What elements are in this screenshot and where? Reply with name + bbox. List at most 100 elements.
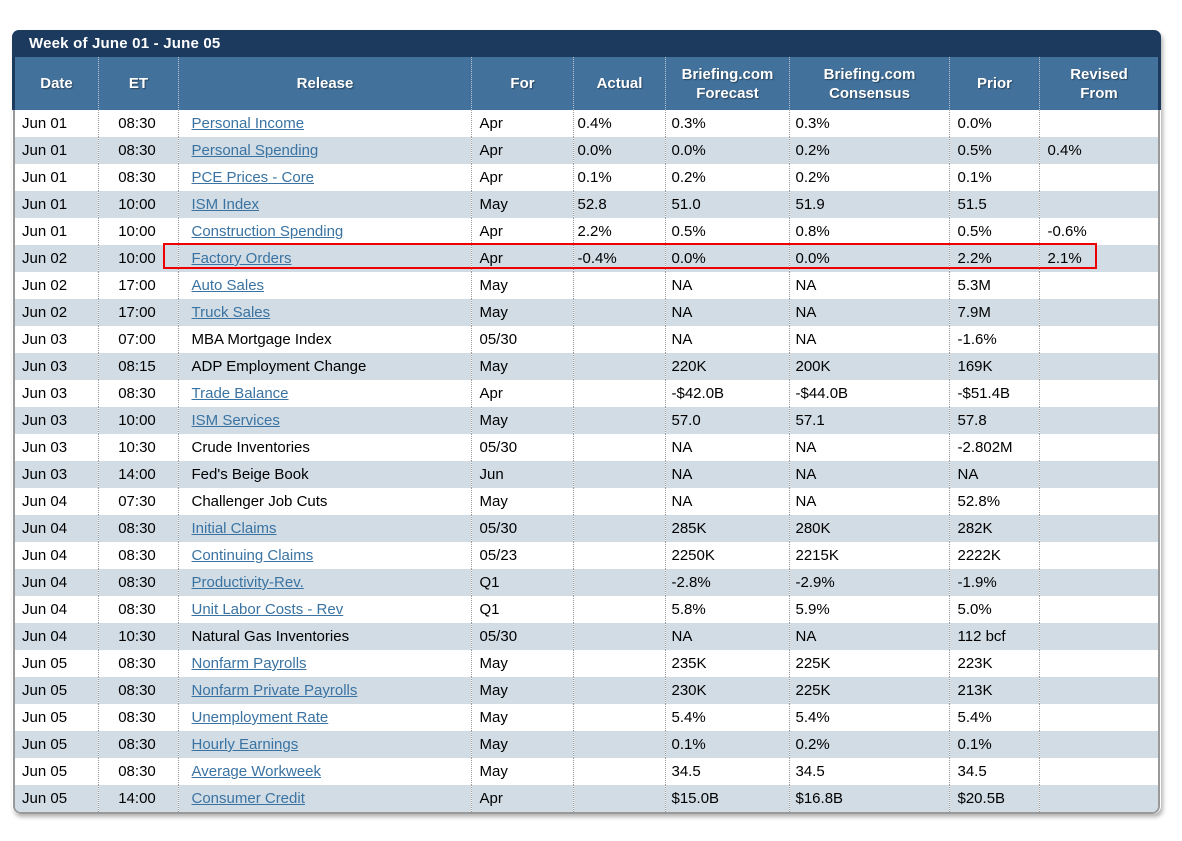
cell-date: Jun 04	[22, 520, 68, 537]
cell-release: Average Workweek	[177, 758, 471, 785]
release-link[interactable]: Auto Sales	[191, 277, 265, 294]
cell-release: Unit Labor Costs - Rev	[177, 596, 471, 623]
release-link[interactable]: ISM Index	[191, 196, 260, 213]
cell-consensus: $16.8B	[788, 785, 949, 812]
cell-release: Fed's Beige Book	[177, 461, 471, 488]
table-row: Jun 01 08:30 Personal Income Apr 0.4% 0.3% 0.3…	[15, 110, 1158, 137]
release-link[interactable]: PCE Prices - Core	[191, 169, 315, 186]
cell-for: Q1	[470, 569, 573, 596]
cell-forecast: NA	[664, 461, 789, 488]
release-link[interactable]: Personal Income	[191, 115, 305, 132]
table-row: Jun 03 14:00 Fed's Beige Book Jun NA NA NA	[15, 461, 1158, 488]
release-link[interactable]: Initial Claims	[191, 520, 277, 537]
cell-actual	[572, 434, 665, 461]
release-link[interactable]: Unemployment Rate	[191, 709, 329, 726]
cell-revised	[1038, 434, 1158, 461]
cell-for: May	[470, 488, 573, 515]
cell-for: 05/23	[470, 542, 573, 569]
table-row: Jun 01 08:30 PCE Prices - Core Apr 0.1% 0.2% 0…	[15, 164, 1158, 191]
cell-for: Apr	[470, 785, 573, 812]
cell-revised	[1038, 542, 1158, 569]
cell-forecast: 5.8%	[664, 596, 789, 623]
cell-actual	[572, 569, 665, 596]
cell-prior: 52.8%	[948, 488, 1039, 515]
release-link[interactable]: Truck Sales	[191, 304, 271, 321]
release-link[interactable]: Nonfarm Payrolls	[191, 655, 307, 672]
cell-for: Apr	[470, 380, 573, 407]
cell-consensus: 0.2%	[788, 731, 949, 758]
cell-release: Personal Income	[177, 110, 471, 137]
cell-consensus: 0.0%	[788, 245, 949, 272]
cell-prior: -1.6%	[948, 326, 1039, 353]
cell-date: Jun 01	[22, 115, 68, 132]
cell-et: 08:30	[97, 569, 178, 596]
release-link[interactable]: Average Workweek	[191, 763, 322, 780]
cell-prior: 0.5%	[948, 218, 1039, 245]
cell-forecast: 0.1%	[664, 731, 789, 758]
column-header-date: Date	[40, 75, 73, 92]
release-link[interactable]: Personal Spending	[191, 142, 319, 159]
cell-et: 08:30	[97, 596, 178, 623]
cell-revised	[1038, 299, 1158, 326]
release-link[interactable]: Trade Balance	[191, 385, 289, 402]
cell-for: May	[470, 272, 573, 299]
cell-revised	[1038, 461, 1158, 488]
cell-actual	[572, 677, 665, 704]
cell-actual	[572, 650, 665, 677]
cell-for: Q1	[470, 596, 573, 623]
cell-for: May	[470, 191, 573, 218]
release-link[interactable]: Continuing Claims	[191, 547, 314, 564]
cell-et: 07:30	[97, 488, 178, 515]
calendar-body: Jun 01 08:30 Personal Income Apr 0.4% 0.3% 0.3…	[13, 110, 1160, 814]
release-link[interactable]: ISM Services	[191, 412, 280, 429]
cell-actual	[572, 623, 665, 650]
table-row: Jun 04 08:30 Productivity-Rev. Q1 -2.8% -2.9%…	[15, 569, 1158, 596]
cell-release: MBA Mortgage Index	[177, 326, 471, 353]
release-link[interactable]: Nonfarm Private Payrolls	[191, 682, 358, 699]
cell-consensus: 5.9%	[788, 596, 949, 623]
cell-date: Jun 01	[22, 223, 68, 240]
cell-actual	[572, 380, 665, 407]
release-link[interactable]: Unit Labor Costs - Rev	[191, 601, 344, 618]
cell-actual: -0.4%	[572, 245, 665, 272]
cell-consensus: -2.9%	[788, 569, 949, 596]
cell-date: Jun 03	[22, 385, 68, 402]
cell-revised	[1038, 353, 1158, 380]
cell-actual: 2.2%	[572, 218, 665, 245]
cell-revised	[1038, 731, 1158, 758]
release-link[interactable]: Productivity-Rev.	[191, 574, 304, 591]
release-link[interactable]: Factory Orders	[191, 250, 292, 267]
cell-release: ADP Employment Change	[177, 353, 471, 380]
cell-for: May	[470, 353, 573, 380]
column-header-consensus: Briefing.com Consensus	[789, 57, 949, 110]
release-link[interactable]: Construction Spending	[191, 223, 344, 240]
cell-revised: 0.4%	[1038, 137, 1158, 164]
cell-forecast: 0.2%	[664, 164, 789, 191]
cell-et: 08:30	[97, 110, 178, 137]
cell-revised	[1038, 407, 1158, 434]
table-row: Jun 04 07:30 Challenger Job Cuts May NA NA 52.…	[15, 488, 1158, 515]
cell-forecast: 0.0%	[664, 245, 789, 272]
cell-release: Continuing Claims	[177, 542, 471, 569]
cell-revised	[1038, 164, 1158, 191]
cell-release: Hourly Earnings	[177, 731, 471, 758]
cell-release: Construction Spending	[177, 218, 471, 245]
cell-prior: -$51.4B	[948, 380, 1039, 407]
cell-prior: 2.2%	[948, 245, 1039, 272]
table-row: Jun 05 08:30 Average Workweek May 34.5 34.5 34…	[15, 758, 1158, 785]
cell-release: PCE Prices - Core	[177, 164, 471, 191]
cell-actual: 0.1%	[572, 164, 665, 191]
cell-prior: 213K	[948, 677, 1039, 704]
cell-for: May	[470, 650, 573, 677]
release-link[interactable]: Hourly Earnings	[191, 736, 299, 753]
cell-date: Jun 02	[22, 304, 68, 321]
release-link[interactable]: Consumer Credit	[191, 790, 305, 807]
cell-et: 10:00	[97, 191, 178, 218]
column-header-prior: Prior	[949, 57, 1039, 110]
cell-consensus: NA	[788, 461, 949, 488]
cell-prior: 0.0%	[948, 110, 1039, 137]
cell-forecast: 220K	[664, 353, 789, 380]
cell-actual: 52.8	[572, 191, 665, 218]
cell-for: Jun	[470, 461, 573, 488]
